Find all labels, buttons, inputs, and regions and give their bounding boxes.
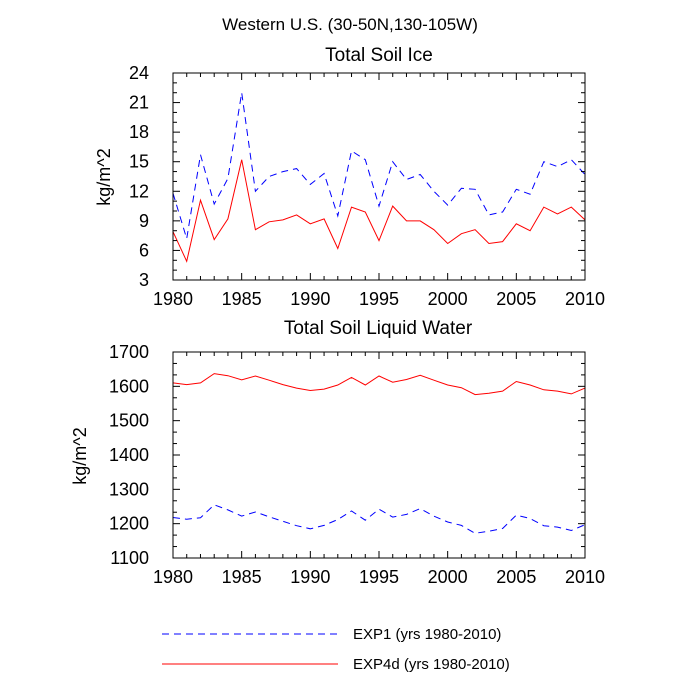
series-exp1: [172, 504, 586, 534]
panel-title: Total Soil Liquid Water: [284, 318, 473, 339]
figure-title: Western U.S. (30-50N,130-105W): [222, 15, 478, 34]
x-tick-label: 2010: [565, 567, 605, 587]
x-tick-label: 2005: [496, 567, 536, 587]
y-tick-label: 15: [129, 152, 149, 172]
x-tick-label: 1980: [153, 567, 193, 587]
y-tick-label: 1600: [109, 376, 149, 396]
legend: EXP1 (yrs 1980-2010) EXP4d (yrs 1980-201…: [162, 626, 510, 673]
y-tick-label: 1100: [110, 548, 149, 568]
x-tick-label: 2005: [496, 289, 536, 309]
x-tick-label: 1980: [153, 289, 193, 309]
plot-area: 1980 1985 1990 1995 2000 2005 2010 1100 1200 1300…: [109, 342, 605, 587]
series-exp4d: [172, 159, 586, 263]
panel-total-soil-ice: Total Soil Ice kg/m^2 1980 1985 1990 1995 20…: [94, 45, 605, 309]
x-tick-label: 1985: [222, 567, 262, 587]
panel-total-soil-liquid-water: Total Soil Liquid Water kg/m^2 1980 1985 1…: [70, 318, 605, 587]
panel-title: Total Soil Ice: [325, 45, 433, 66]
series-exp1: [172, 92, 586, 239]
plot-frame: [172, 72, 586, 281]
y-tick-label: 9: [139, 211, 149, 231]
y-axis-label: kg/m^2: [94, 148, 114, 205]
y-tick-label: 12: [129, 181, 149, 201]
y-tick-label: 6: [139, 240, 149, 260]
y-tick-label: 21: [129, 93, 149, 113]
y-tick-label: 1200: [109, 514, 149, 534]
y-tick-label: 18: [129, 122, 149, 142]
y-tick-label: 1700: [109, 342, 149, 362]
x-tick-label: 2000: [428, 289, 468, 309]
x-tick-label: 2000: [428, 567, 468, 587]
y-tick-label: 1300: [109, 479, 149, 499]
y-tick-label: 1400: [109, 445, 149, 465]
x-tick-label: 1990: [290, 567, 330, 587]
legend-label-exp1: EXP1 (yrs 1980-2010): [353, 626, 501, 643]
x-tick-label: 1995: [359, 289, 399, 309]
plot-area: 1980 1985 1990 1995 2000 2005 2010 3 6 9 12 15 18 21 2…: [129, 63, 605, 309]
x-tick-label: 2010: [565, 289, 605, 309]
x-tick-label: 1990: [290, 289, 330, 309]
series-exp4d: [172, 373, 586, 396]
x-tick-label: 1995: [359, 567, 399, 587]
y-tick-label: 24: [129, 63, 149, 83]
legend-label-exp4d: EXP4d (yrs 1980-2010): [353, 656, 510, 673]
x-tick-label: 1985: [222, 289, 262, 309]
y-axis-label: kg/m^2: [70, 427, 90, 484]
y-tick-label: 3: [139, 270, 149, 290]
y-tick-label: 1500: [109, 411, 149, 431]
